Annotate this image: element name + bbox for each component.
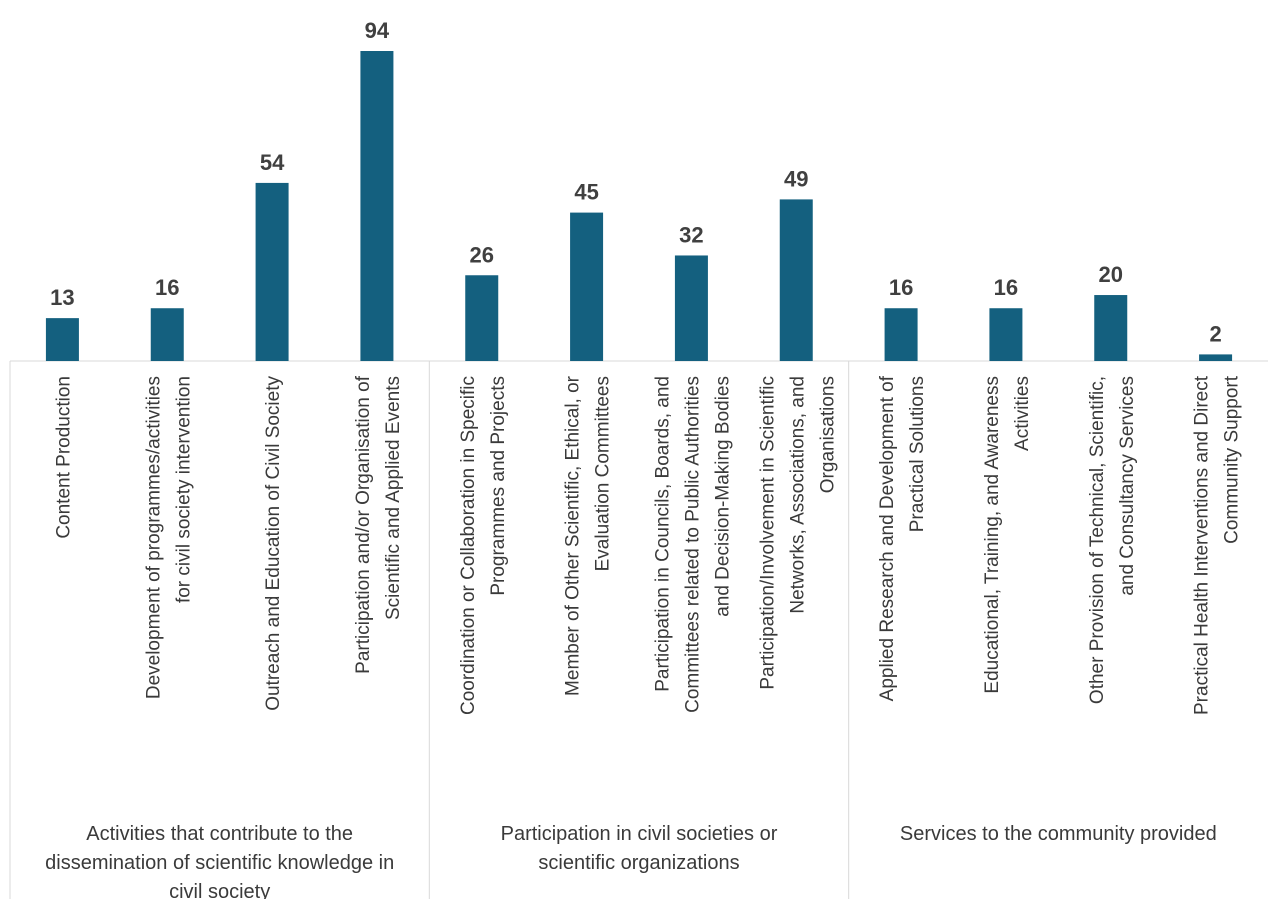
category-label: Participation/Involvement in Scientific N…	[757, 376, 838, 690]
bar	[45, 318, 79, 361]
data-label: 16	[889, 275, 913, 300]
bar	[150, 308, 184, 361]
category-label: Coordination or Collaboration in Specifi…	[458, 376, 509, 715]
category-label: Member of Other Scientific, Ethical, or E…	[563, 375, 614, 696]
bar	[884, 308, 918, 361]
category-label: Participation in Councils, Boards, and Co…	[652, 376, 733, 713]
group-label: Activities that contribute to the dissemi…	[45, 823, 394, 899]
data-label: 13	[50, 285, 74, 310]
data-label: 94	[365, 18, 390, 43]
data-label: 45	[574, 180, 598, 205]
data-label: 16	[994, 275, 1018, 300]
data-label: 54	[260, 150, 285, 175]
bar	[465, 275, 499, 361]
category-label: Development of programmes/activities for …	[143, 376, 194, 699]
group-label: Participation in civil societies or scien…	[501, 823, 778, 874]
category-label: Outreach and Education of Civil Society	[263, 376, 284, 711]
data-label: 26	[470, 242, 494, 267]
bar	[674, 255, 708, 361]
bar	[570, 212, 604, 361]
category-label: Other Provision of Technical, Scientific…	[1087, 376, 1138, 704]
bar	[1199, 354, 1233, 361]
data-label: 49	[784, 166, 808, 191]
category-label: Practical Health Interventions and Direc…	[1192, 375, 1243, 715]
category-label: Applied Research and Development of Pract…	[877, 375, 928, 701]
category-label: Participation and/or Organisation of Scie…	[353, 375, 404, 674]
category-label: Content Production	[53, 376, 74, 539]
bar	[360, 51, 394, 361]
bar	[989, 308, 1023, 361]
bar	[779, 199, 813, 361]
group-label: Services to the community provided	[900, 823, 1217, 845]
data-label: 20	[1099, 262, 1123, 287]
data-label: 16	[155, 275, 179, 300]
data-label: 32	[679, 222, 703, 247]
bar	[1094, 295, 1128, 361]
category-label: Educational, Training, and Awareness Acti…	[982, 376, 1033, 694]
data-label: 2	[1209, 321, 1221, 346]
bar	[255, 182, 289, 361]
